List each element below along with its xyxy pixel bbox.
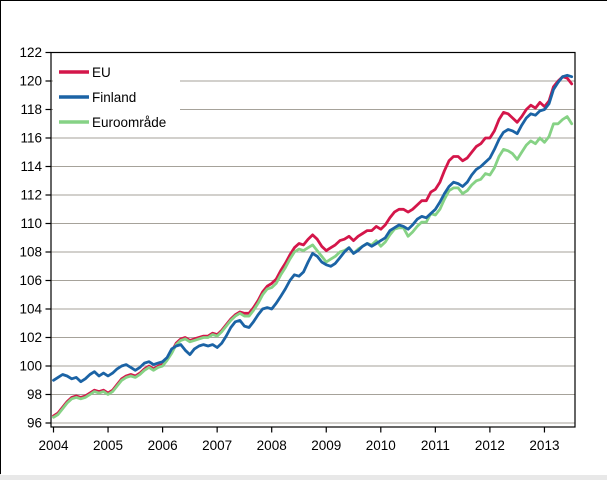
finland-line bbox=[52, 73, 574, 384]
x-tick-label: 2007 bbox=[202, 438, 232, 453]
y-tick-label: 120 bbox=[19, 74, 42, 89]
x-tick-label: 2013 bbox=[529, 438, 559, 453]
y-tick-label: 108 bbox=[19, 245, 42, 260]
x-tick-label: 2009 bbox=[311, 438, 341, 453]
x-tick-label: 2004 bbox=[38, 438, 69, 453]
x-tick-label: 2006 bbox=[148, 438, 178, 453]
legend-label: Finland bbox=[92, 90, 136, 105]
x-tick-label: 2010 bbox=[366, 438, 396, 453]
y-tick-label: 106 bbox=[19, 273, 42, 288]
legend-label: EU bbox=[92, 65, 111, 80]
euroomrade-line bbox=[52, 115, 574, 419]
x-tick-label: 2005 bbox=[93, 438, 123, 453]
y-tick-label: 122 bbox=[19, 45, 42, 60]
y-tick-label: 104 bbox=[19, 302, 42, 317]
y-tick-label: 110 bbox=[20, 216, 42, 231]
y-tick-label: 114 bbox=[20, 159, 42, 174]
y-tick-label: 98 bbox=[27, 387, 42, 402]
y-tick-label: 100 bbox=[19, 359, 42, 374]
x-tick-label: 2008 bbox=[257, 438, 287, 453]
x-tick-label: 2011 bbox=[421, 438, 450, 453]
y-tick-label: 118 bbox=[20, 102, 42, 117]
x-tick-label: 2012 bbox=[475, 438, 505, 453]
legend-label: Euroområde bbox=[92, 115, 166, 130]
y-tick-label: 96 bbox=[27, 416, 42, 431]
plot-border bbox=[50, 51, 576, 428]
y-tick-label: 112 bbox=[20, 188, 42, 203]
y-tick-label: 116 bbox=[20, 131, 42, 146]
y-tick-label: 102 bbox=[19, 330, 42, 345]
